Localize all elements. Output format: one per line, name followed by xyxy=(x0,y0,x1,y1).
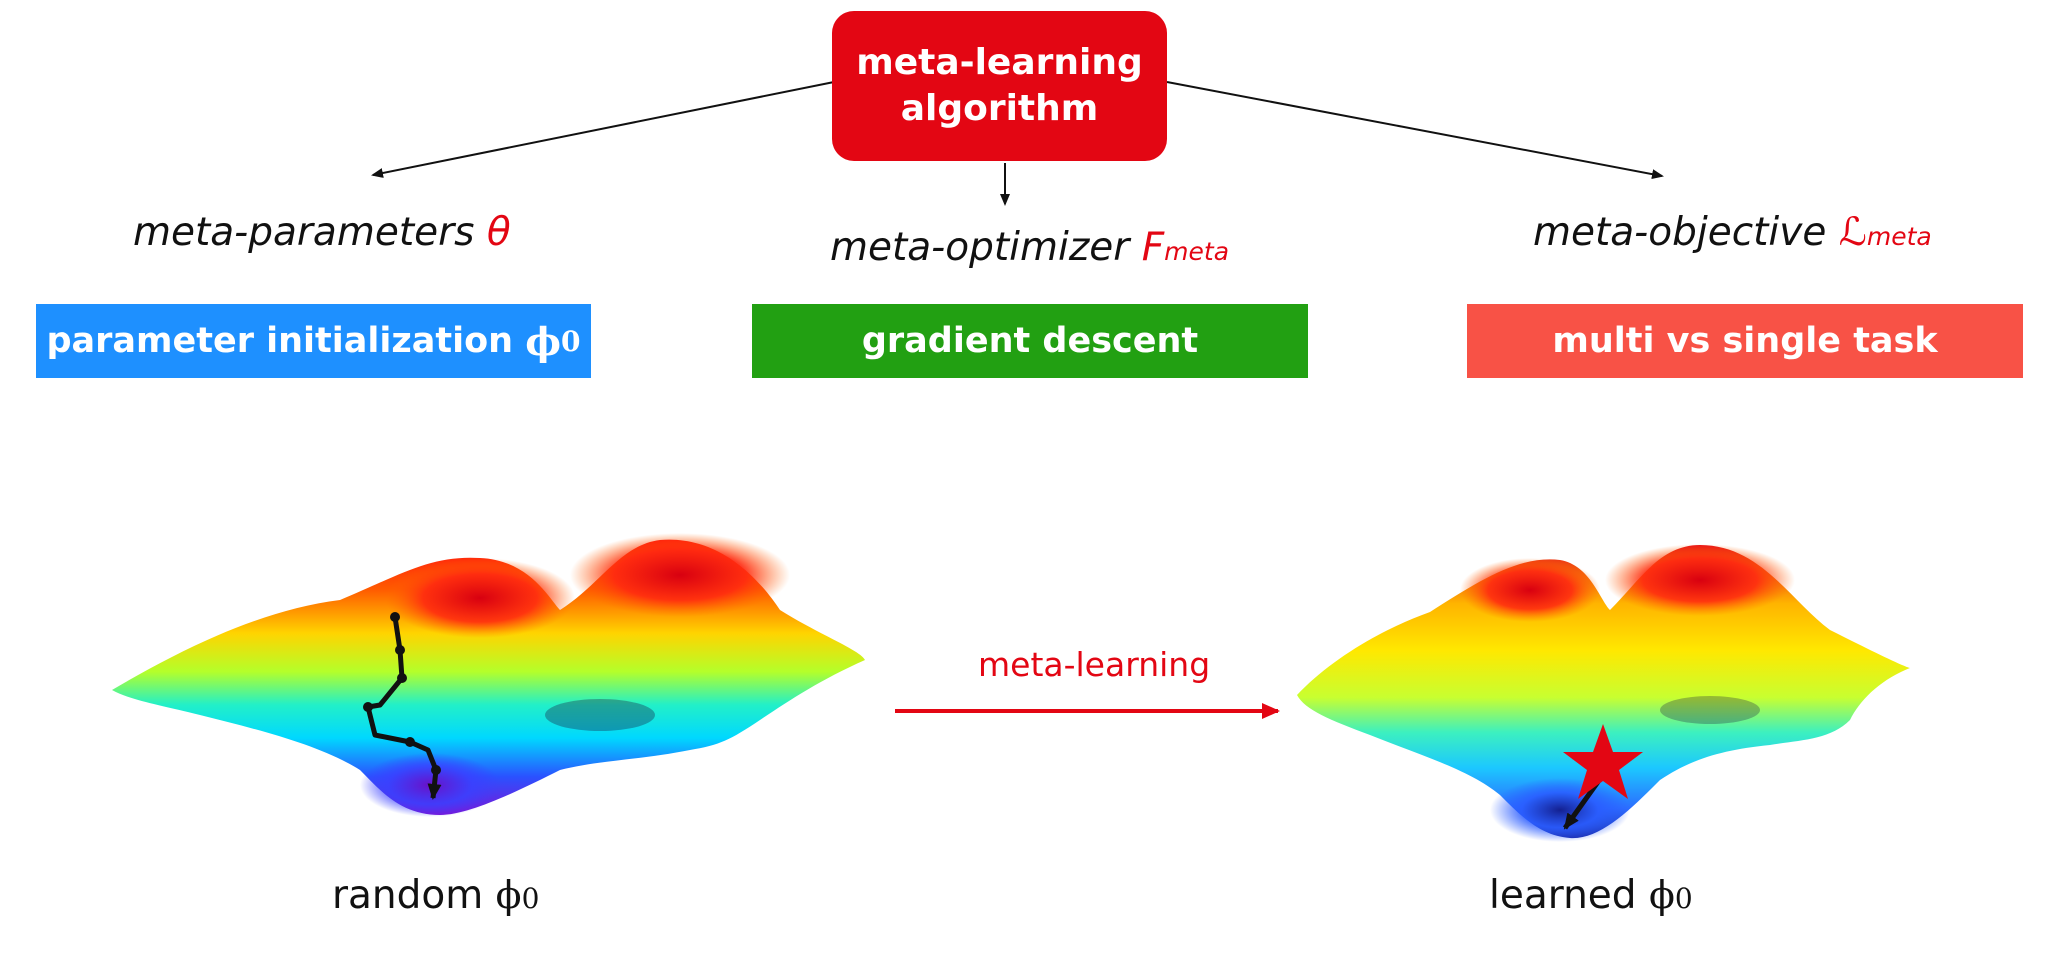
meta-optimizer-name: meta-optimizer xyxy=(830,225,1130,270)
random-phi0-caption: random ϕ0 xyxy=(332,873,539,918)
gradient-descent-text: gradient descent xyxy=(861,321,1199,361)
meta-optimizer-symbol: F xyxy=(1141,225,1165,270)
meta-learning-algorithm-box: meta-learning algorithm xyxy=(832,11,1167,161)
meta-optimizer-label: meta-optimizer Fmeta xyxy=(830,225,1229,270)
random-phi-symbol: ϕ xyxy=(495,873,522,917)
meta-objective-name: meta-objective xyxy=(1533,210,1827,255)
connector-arrows xyxy=(371,81,1664,206)
learned-phi0-caption: learned ϕ0 xyxy=(1489,873,1693,918)
meta-parameters-symbol: θ xyxy=(486,210,511,255)
learned-phi-symbol: ϕ xyxy=(1648,873,1675,917)
phi-symbol: ϕ xyxy=(525,318,562,364)
arrow-to-meta-parameters xyxy=(371,81,835,178)
root-label-line1: meta-learning xyxy=(856,42,1143,83)
parameter-initialization-text: parameter initialization xyxy=(46,321,514,361)
random-caption-text: random xyxy=(332,873,496,918)
loss-landscape-random xyxy=(112,533,865,817)
multi-vs-single-task-text: multi vs single task xyxy=(1552,321,1938,361)
meta-parameters-name: meta-parameters xyxy=(133,210,475,255)
learned-caption-text: learned xyxy=(1489,873,1649,918)
arrow-to-meta-objective xyxy=(1166,81,1664,180)
multi-vs-single-task-bar: multi vs single task xyxy=(1467,304,2023,378)
descent-path-random xyxy=(363,612,442,800)
learned-phi-subscript: 0 xyxy=(1674,882,1693,915)
meta-objective-symbol: ℒ xyxy=(1838,210,1867,255)
gradient-descent-bar: gradient descent xyxy=(752,304,1308,378)
phi-subscript: 0 xyxy=(561,324,581,358)
root-label-line2: algorithm xyxy=(900,88,1099,129)
meta-objective-subscript: meta xyxy=(1866,222,1932,251)
meta-learning-transition-label: meta-learning xyxy=(978,645,1211,684)
meta-parameters-label: meta-parameters θ xyxy=(133,210,511,255)
star-icon xyxy=(1563,724,1643,799)
meta-optimizer-subscript: meta xyxy=(1164,237,1230,266)
random-phi-subscript: 0 xyxy=(521,882,540,915)
loss-landscape-learned xyxy=(1297,544,1910,842)
meta-objective-label: meta-objective ℒmeta xyxy=(1533,210,1932,255)
